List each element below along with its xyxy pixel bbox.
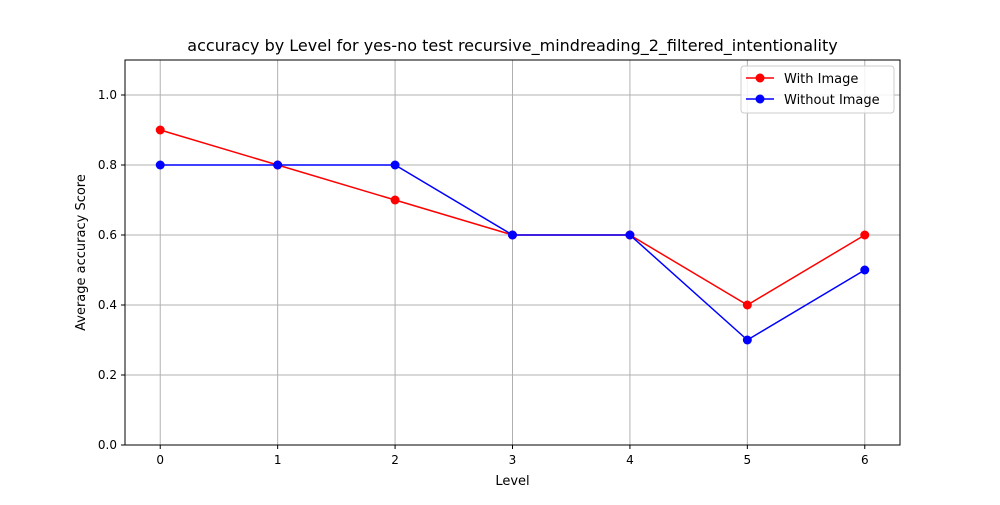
x-axis-label: Level	[495, 474, 529, 489]
plot-area-frame	[124, 59, 901, 446]
data-point	[742, 300, 752, 310]
legend-label: Without Image	[784, 93, 880, 108]
data-point	[273, 160, 283, 170]
x-tick-label: 4	[626, 453, 634, 467]
data-point	[860, 265, 870, 275]
data-point	[508, 230, 517, 240]
legend-item: Without Image	[746, 93, 880, 108]
x-tick-label: 0	[156, 453, 164, 467]
x-axis-ticks: 0 1 2 3 4 5 6	[156, 445, 869, 467]
data-point	[860, 230, 870, 240]
y-axis-label: Average accuracy Score	[74, 174, 89, 331]
series-lines	[155, 125, 870, 345]
legend-item: With Image	[746, 72, 858, 87]
data-point	[625, 230, 635, 240]
data-point	[742, 335, 752, 345]
x-tick-label: 5	[744, 453, 752, 467]
legend-frame	[740, 65, 895, 114]
data-point	[155, 125, 165, 135]
data-point	[390, 195, 400, 205]
series-without-image	[155, 160, 870, 345]
y-tick-label: 0.4	[98, 298, 117, 312]
x-tick-label: 2	[391, 453, 399, 467]
x-tick-label: 3	[509, 453, 517, 467]
y-tick-label: 1.0	[98, 88, 117, 102]
chart-title: accuracy by Level for yes-no test recurs…	[187, 36, 837, 56]
legend: With Image Without Image	[740, 65, 895, 114]
y-axis-ticks: 0.0 0.2 0.4 0.6 0.8 1.0	[98, 88, 125, 452]
x-tick-label: 6	[861, 453, 869, 467]
y-tick-label: 0.8	[98, 158, 117, 172]
y-tick-label: 0.2	[98, 368, 117, 382]
legend-marker	[755, 73, 765, 83]
legend-label: With Image	[784, 72, 858, 87]
y-tick-label: 0.0	[98, 438, 117, 452]
data-point	[390, 160, 400, 170]
y-tick-label: 0.6	[98, 228, 117, 242]
legend-marker	[755, 94, 765, 104]
data-point	[155, 160, 165, 170]
x-tick-label: 1	[274, 453, 282, 467]
